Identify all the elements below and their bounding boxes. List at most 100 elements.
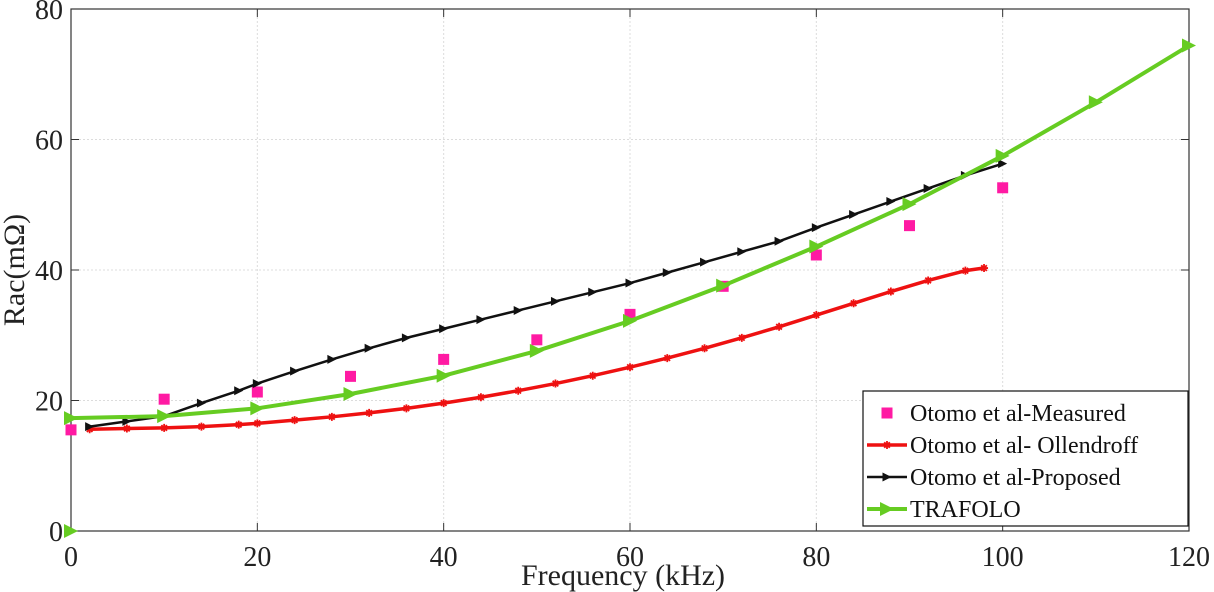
data-point — [438, 353, 450, 365]
x-axis-title: Frequency (kHz) — [521, 559, 725, 592]
data-point — [64, 411, 78, 426]
data-point — [250, 401, 265, 416]
data-point — [85, 425, 94, 434]
data-point — [716, 278, 731, 293]
axis-box — [70, 8, 1190, 532]
data-point — [849, 210, 859, 220]
legend-item-2: Otomo et al-Proposed — [867, 465, 1121, 491]
data-point — [401, 333, 411, 343]
legend-item-0: Otomo et al-Measured — [881, 401, 1126, 427]
data-point — [809, 239, 824, 254]
data-point — [588, 287, 598, 297]
data-point — [923, 183, 933, 193]
data-point — [345, 370, 356, 382]
data-point — [402, 404, 411, 413]
y-tick-label: 0 — [49, 517, 63, 548]
data-point — [343, 386, 358, 401]
data-point — [998, 159, 1008, 169]
data-point — [588, 371, 597, 380]
data-point — [157, 409, 172, 424]
data-point — [64, 524, 78, 538]
data-point — [439, 324, 449, 334]
data-point — [810, 249, 822, 261]
series-2 — [85, 159, 1008, 432]
data-point — [290, 366, 300, 376]
data-point — [122, 416, 132, 426]
data-point — [160, 423, 169, 432]
data-point — [662, 268, 672, 278]
data-point — [902, 197, 917, 212]
data-point — [529, 343, 544, 358]
data-point — [158, 393, 170, 405]
legend-item-1: Otomo et al- Ollendroff — [867, 433, 1138, 459]
y-tick-label: 20 — [35, 387, 63, 418]
series-line — [89, 162, 1004, 428]
data-point — [327, 412, 336, 421]
legend-label: Otomo et al- Ollendroff — [910, 433, 1138, 459]
data-point — [476, 315, 486, 325]
x-tick-label: 40 — [430, 542, 458, 573]
data-point — [252, 379, 262, 389]
x-tick-label: 60 — [616, 542, 644, 573]
legend-label: Otomo et al-Proposed — [910, 465, 1121, 491]
y-tick-label: 60 — [35, 126, 63, 157]
data-point — [623, 313, 637, 328]
data-point — [439, 399, 448, 408]
data-point — [737, 247, 747, 257]
data-point — [625, 278, 635, 288]
data-point — [1182, 38, 1196, 53]
data-point — [196, 398, 206, 408]
x-tick-label: 80 — [802, 542, 830, 573]
data-point — [924, 276, 933, 285]
data-point — [514, 386, 523, 395]
legend-label: TRAFOLO — [910, 497, 1021, 523]
legend-marker — [880, 502, 894, 516]
data-point — [550, 296, 560, 306]
data-point — [290, 416, 299, 425]
data-point — [624, 308, 636, 320]
data-point — [551, 379, 560, 388]
data-point — [775, 322, 784, 331]
data-point — [197, 422, 206, 431]
data-point — [663, 354, 672, 363]
legend-box — [862, 390, 1189, 527]
data-point — [364, 343, 374, 353]
y-tick-label: 80 — [35, 0, 63, 26]
legend-marker — [883, 441, 891, 449]
data-point — [234, 420, 243, 429]
legend-label: Otomo et al-Measured — [910, 401, 1126, 427]
data-point — [886, 287, 895, 296]
data-point — [253, 419, 262, 428]
data-point — [65, 424, 77, 436]
y-axis-title: Rac(mΩ) — [0, 214, 31, 326]
data-point — [476, 393, 485, 402]
data-point — [997, 182, 1009, 194]
data-point — [980, 264, 989, 273]
legend-marker — [882, 472, 892, 482]
data-point — [122, 424, 131, 433]
data-point — [1088, 95, 1103, 110]
data-point — [365, 408, 374, 417]
data-point — [774, 236, 784, 246]
legend-item-3: TRAFOLO — [867, 497, 1021, 523]
data-point — [812, 311, 821, 320]
data-point — [995, 148, 1010, 163]
data-point — [234, 386, 244, 396]
data-point — [327, 354, 337, 364]
data-point — [737, 333, 746, 342]
x-tick-label: 0 — [64, 542, 78, 573]
data-point — [961, 266, 970, 275]
data-point — [700, 257, 710, 267]
series-3 — [64, 38, 1196, 426]
legend-marker — [881, 407, 893, 419]
data-point — [531, 334, 543, 346]
data-point — [904, 220, 915, 232]
data-point — [85, 422, 95, 432]
data-point — [626, 363, 634, 372]
x-tick-label: 100 — [982, 542, 1024, 573]
legend: Otomo et al-Measured Otomo et al- Ollendr… — [862, 390, 1189, 527]
data-point — [251, 386, 263, 398]
y-tick-label: 40 — [35, 256, 63, 287]
